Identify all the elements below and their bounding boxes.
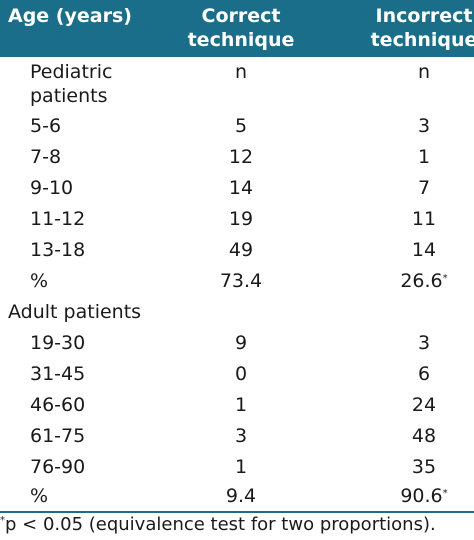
correct-cell: 49 bbox=[228, 239, 254, 261]
age-cell: 13-18 bbox=[30, 239, 86, 261]
percent-incorrect: 26.6* bbox=[360, 269, 474, 293]
percent-incorrect: 90.6* bbox=[360, 484, 474, 508]
age-cell: 11-12 bbox=[30, 208, 86, 230]
percent-correct: 9.4 bbox=[225, 485, 257, 507]
correct-cell: 19 bbox=[228, 208, 254, 230]
correct-cell: 5 bbox=[234, 115, 248, 137]
footnote-mark: * bbox=[0, 515, 5, 526]
adult-label: Adult patients bbox=[8, 301, 142, 323]
incorrect-cell: 1 bbox=[417, 146, 431, 168]
pediatric-label: Pediatric patients bbox=[30, 60, 112, 108]
age-cell: 61-75 bbox=[30, 425, 86, 447]
correct-cell: 1 bbox=[234, 394, 248, 416]
pediatric-n-incorrect: n bbox=[417, 61, 431, 83]
age-cell: 7-8 bbox=[30, 146, 62, 168]
correct-cell: 14 bbox=[228, 177, 254, 199]
footnote: *p < 0.05 (equivalence test for two prop… bbox=[0, 512, 474, 538]
header-rule bbox=[0, 56, 474, 57]
incorrect-cell: 3 bbox=[417, 115, 431, 137]
percent-correct: 73.4 bbox=[219, 270, 263, 292]
incorrect-cell: 35 bbox=[411, 456, 437, 478]
correct-cell: 1 bbox=[234, 456, 248, 478]
correct-cell: 0 bbox=[234, 363, 248, 385]
correct-cell: 3 bbox=[234, 425, 248, 447]
percent-label: % bbox=[30, 485, 49, 507]
footnote-text: p < 0.05 (equivalence test for two propo… bbox=[5, 514, 436, 535]
age-cell: 76-90 bbox=[30, 456, 86, 478]
age-cell: 19-30 bbox=[30, 332, 86, 354]
table-header: Age (years) Correct technique Incorrect … bbox=[0, 0, 474, 56]
correct-cell: 12 bbox=[228, 146, 254, 168]
header-correct-line2: technique bbox=[187, 29, 295, 51]
incorrect-cell: 7 bbox=[417, 177, 431, 199]
header-age: Age (years) bbox=[8, 5, 132, 27]
significance-mark: * bbox=[442, 488, 448, 499]
incorrect-cell: 3 bbox=[417, 332, 431, 354]
percent-label: % bbox=[30, 270, 49, 292]
incorrect-cell: 11 bbox=[411, 208, 437, 230]
pediatric-label-line1: Pediatric bbox=[30, 61, 113, 83]
header-incorrect-line2: technique bbox=[370, 29, 474, 51]
incorrect-cell: 6 bbox=[417, 363, 431, 385]
age-cell: 46-60 bbox=[30, 394, 86, 416]
incorrect-cell: 14 bbox=[411, 239, 437, 261]
significance-mark: * bbox=[442, 273, 448, 284]
incorrect-cell: 48 bbox=[411, 425, 437, 447]
header-correct: Correct technique bbox=[186, 4, 296, 52]
footer-rule bbox=[0, 511, 474, 513]
pediatric-label-line2: patients bbox=[30, 85, 108, 107]
percent-incorrect-value: 26.6 bbox=[400, 270, 443, 292]
header-incorrect: Incorrect technique bbox=[364, 4, 474, 52]
header-incorrect-line1: Incorrect bbox=[375, 5, 473, 27]
age-cell: 31-45 bbox=[30, 363, 86, 385]
pediatric-n-correct: n bbox=[234, 61, 248, 83]
percent-incorrect-value: 90.6 bbox=[400, 485, 443, 507]
header-correct-line1: Correct bbox=[201, 5, 281, 27]
incorrect-cell: 24 bbox=[411, 394, 437, 416]
age-cell: 9-10 bbox=[30, 177, 74, 199]
age-cell: 5-6 bbox=[30, 115, 62, 137]
correct-cell: 9 bbox=[234, 332, 248, 354]
